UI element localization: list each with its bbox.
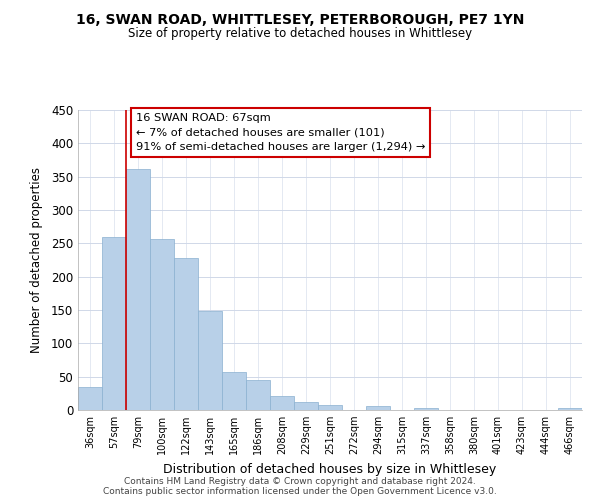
X-axis label: Distribution of detached houses by size in Whittlesey: Distribution of detached houses by size … <box>163 462 497 475</box>
Y-axis label: Number of detached properties: Number of detached properties <box>29 167 43 353</box>
Bar <box>366 406 390 410</box>
Bar <box>246 380 270 410</box>
Bar <box>222 372 246 410</box>
Bar <box>558 408 582 410</box>
Text: Contains public sector information licensed under the Open Government Licence v3: Contains public sector information licen… <box>103 486 497 496</box>
Bar <box>318 404 342 410</box>
Bar <box>174 258 198 410</box>
Text: Contains HM Land Registry data © Crown copyright and database right 2024.: Contains HM Land Registry data © Crown c… <box>124 476 476 486</box>
Bar <box>270 396 294 410</box>
Bar <box>102 236 126 410</box>
Text: 16, SWAN ROAD, WHITTLESEY, PETERBOROUGH, PE7 1YN: 16, SWAN ROAD, WHITTLESEY, PETERBOROUGH,… <box>76 12 524 26</box>
Bar <box>198 310 222 410</box>
Text: 16 SWAN ROAD: 67sqm
← 7% of detached houses are smaller (101)
91% of semi-detach: 16 SWAN ROAD: 67sqm ← 7% of detached hou… <box>136 113 425 152</box>
Text: Size of property relative to detached houses in Whittlesey: Size of property relative to detached ho… <box>128 28 472 40</box>
Bar <box>294 402 318 410</box>
Bar <box>414 408 438 410</box>
Bar <box>78 386 102 410</box>
Bar <box>150 240 174 410</box>
Bar <box>126 168 150 410</box>
